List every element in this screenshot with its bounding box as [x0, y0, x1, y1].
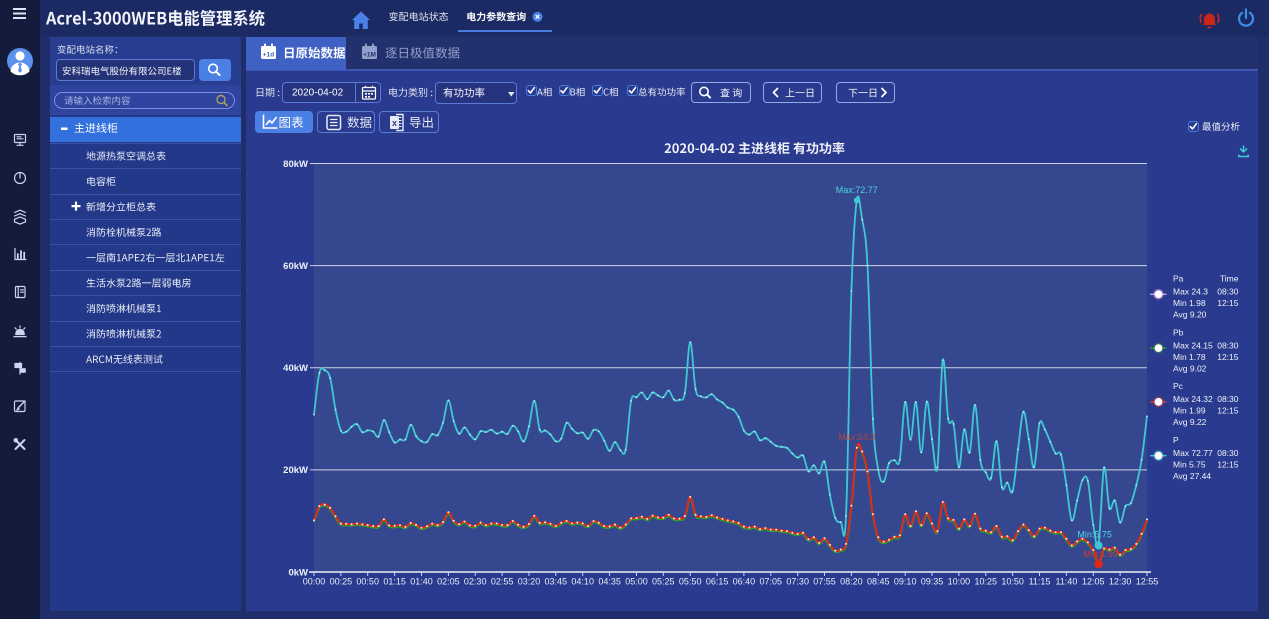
svg-text:2020-04-02: 2020-04-02	[292, 88, 344, 99]
svg-text:Avg 9.02: Avg 9.02	[1173, 363, 1207, 373]
svg-text:Min 1.99: Min 1.99	[1173, 406, 1206, 416]
svg-text:0kW: 0kW	[288, 567, 308, 578]
svg-text:60kW: 60kW	[283, 261, 308, 272]
svg-text:Min 1.98: Min 1.98	[1173, 298, 1206, 308]
svg-text:Max 24.3: Max 24.3	[1173, 287, 1208, 297]
svg-text:Min 1.78: Min 1.78	[1173, 352, 1206, 362]
svg-text:05:25: 05:25	[652, 577, 675, 587]
svg-text:01:40: 01:40	[410, 577, 433, 587]
svg-text:80kW: 80kW	[283, 159, 308, 170]
svg-text:04:35: 04:35	[598, 577, 621, 587]
svg-text:07:55: 07:55	[813, 577, 836, 587]
svg-text:01:15: 01:15	[383, 577, 406, 587]
svg-text:03:45: 03:45	[545, 577, 568, 587]
svg-text:00:25: 00:25	[330, 577, 353, 587]
svg-text:07:30: 07:30	[786, 577, 809, 587]
svg-text:11:15: 11:15	[1029, 577, 1051, 587]
svg-text:Avg 9.22: Avg 9.22	[1173, 417, 1207, 427]
svg-text:12:05: 12:05	[1082, 577, 1105, 587]
svg-text:05:00: 05:00	[625, 577, 648, 587]
svg-text:+1d: +1d	[263, 52, 274, 59]
svg-text:Min:1.99: Min:1.99	[1083, 549, 1118, 559]
svg-text:07:05: 07:05	[760, 577, 783, 587]
svg-text:12:15: 12:15	[1217, 352, 1239, 362]
svg-text:09:10: 09:10	[894, 577, 917, 587]
svg-text:Pc: Pc	[1173, 381, 1184, 391]
svg-text:Max 24.15: Max 24.15	[1173, 340, 1213, 350]
svg-text:x: x	[392, 118, 397, 128]
svg-text:11:40: 11:40	[1055, 577, 1077, 587]
svg-text:Max 24.32: Max 24.32	[1173, 394, 1213, 404]
svg-text:+1M: +1M	[363, 52, 376, 59]
svg-text:12:15: 12:15	[1217, 406, 1239, 416]
svg-text:40kW: 40kW	[283, 363, 308, 374]
svg-text:Avg 9.20: Avg 9.20	[1173, 310, 1207, 320]
svg-text:10:25: 10:25	[975, 577, 998, 587]
svg-text:08:30: 08:30	[1217, 340, 1239, 350]
svg-text:Min:5.75: Min:5.75	[1077, 530, 1112, 540]
svg-text:10:00: 10:00	[948, 577, 971, 587]
svg-text:08:20: 08:20	[840, 577, 863, 587]
svg-text:20kW: 20kW	[283, 465, 308, 476]
svg-text:Min 5.75: Min 5.75	[1173, 459, 1206, 469]
svg-text:12:15: 12:15	[1217, 459, 1239, 469]
svg-text:08:30: 08:30	[1217, 287, 1239, 297]
svg-text:12:15: 12:15	[1217, 298, 1239, 308]
svg-text:Time: Time	[1220, 274, 1239, 284]
svg-text:05:50: 05:50	[679, 577, 702, 587]
svg-text:02:05: 02:05	[437, 577, 460, 587]
svg-text:P: P	[1173, 435, 1179, 445]
svg-text:06:40: 06:40	[733, 577, 756, 587]
svg-text:12:55: 12:55	[1136, 577, 1159, 587]
svg-text:10:50: 10:50	[1001, 577, 1024, 587]
svg-text:00:50: 00:50	[356, 577, 379, 587]
svg-text:Pa: Pa	[1173, 274, 1184, 284]
svg-text:Pb: Pb	[1173, 327, 1184, 337]
svg-text:02:30: 02:30	[464, 577, 487, 587]
svg-text:Max 72.77: Max 72.77	[1173, 448, 1213, 458]
svg-text:06:15: 06:15	[706, 577, 729, 587]
svg-text:08:30: 08:30	[1217, 394, 1239, 404]
svg-text:08:45: 08:45	[867, 577, 890, 587]
svg-text:00:00: 00:00	[303, 577, 326, 587]
svg-text:09:35: 09:35	[921, 577, 944, 587]
svg-text:02:55: 02:55	[491, 577, 514, 587]
svg-text:Avg 27.44: Avg 27.44	[1173, 471, 1211, 481]
svg-text:04:10: 04:10	[571, 577, 594, 587]
svg-text:Max:72.77: Max:72.77	[836, 185, 878, 195]
svg-text:08:30: 08:30	[1217, 448, 1239, 458]
svg-text:03:20: 03:20	[518, 577, 541, 587]
svg-text:12:30: 12:30	[1109, 577, 1132, 587]
svg-text:Max:24.3: Max:24.3	[838, 432, 875, 442]
